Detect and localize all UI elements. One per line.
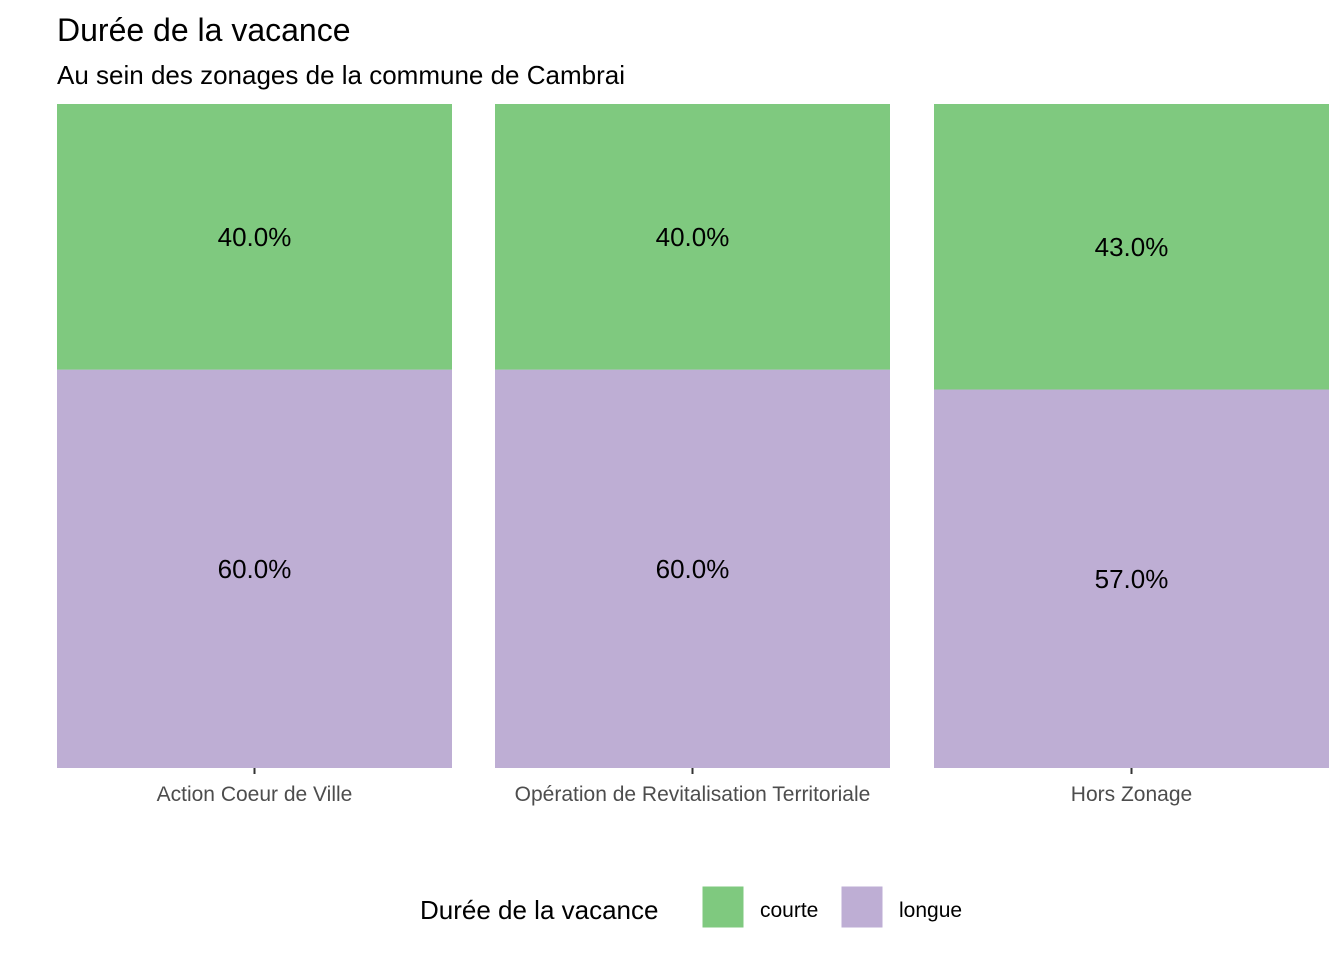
bar-courte-3	[934, 104, 1329, 390]
data-label-longue-2: 60.0%	[656, 554, 730, 584]
data-label-longue-1: 60.0%	[218, 554, 292, 584]
legend: Durée de la vacance courte longue	[420, 885, 962, 929]
legend-label-longue: longue	[899, 899, 962, 922]
chart-subtitle: Au sein des zonages de la commune de Cam…	[57, 60, 625, 90]
bar-courte-2	[495, 104, 890, 370]
bar-labels-group: 60.0% 40.0% 60.0% 40.0% 57.0% 43.0%	[218, 222, 1169, 594]
legend-label-courte: courte	[760, 899, 818, 922]
chart-title: Durée de la vacance	[57, 12, 351, 48]
x-tick-label-2: Opération de Revitalisation Territoriale	[515, 783, 871, 806]
data-label-courte-1: 40.0%	[218, 222, 292, 252]
legend-key-longue	[840, 885, 884, 929]
bar-courte-1	[57, 104, 452, 370]
x-axis: Action Coeur de Ville Opération de Revita…	[157, 768, 1192, 806]
bar-longue-2	[495, 369, 890, 768]
data-label-courte-2: 40.0%	[656, 222, 730, 252]
legend-key-courte	[701, 885, 745, 929]
bars-group	[57, 104, 1329, 768]
data-label-longue-3: 57.0%	[1095, 564, 1169, 594]
x-tick-label-1: Action Coeur de Ville	[157, 783, 353, 806]
bar-longue-3	[934, 389, 1329, 768]
legend-title: Durée de la vacance	[420, 895, 658, 925]
x-tick-label-3: Hors Zonage	[1071, 783, 1192, 806]
legend-items: courte longue	[701, 885, 962, 929]
bar-longue-1	[57, 369, 452, 768]
data-label-courte-3: 43.0%	[1095, 232, 1169, 262]
